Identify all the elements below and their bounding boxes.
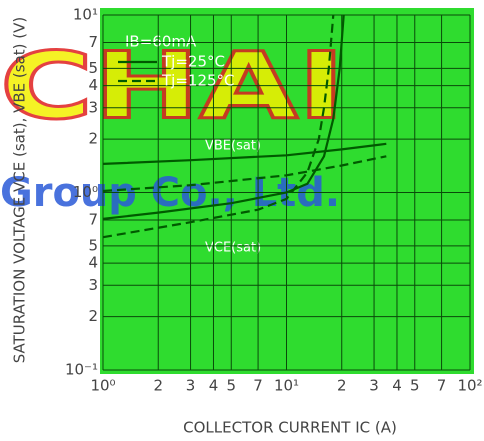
x-tick-label: 2 (337, 377, 347, 395)
series-line (102, 155, 387, 193)
y-tick-label: 5 (88, 236, 98, 254)
y-tick-label: 4 (88, 254, 98, 272)
y-tick-label: 7 (88, 210, 98, 228)
x-tick-label: 10² (457, 377, 482, 395)
legend-label: Tj=25°C (161, 53, 225, 71)
y-tick-label: 10¹ (73, 6, 98, 24)
annotation: VCE(sat) (205, 241, 261, 256)
x-tick-label: 4 (392, 377, 402, 395)
y-tick-label: 3 (88, 276, 98, 294)
legend-label: Tj=125°C (161, 72, 235, 90)
y-tick-label: 2 (88, 307, 98, 325)
x-tick-label: 3 (369, 377, 379, 395)
y-axis-title: SATURATION VOLTAGE VCE (sat), VBE (sat) … (11, 17, 29, 364)
x-tick-label: 10¹ (274, 377, 299, 395)
x-axis-title: COLLECTOR CURRENT IC (A) (183, 419, 397, 437)
y-tick-label: 10⁻¹ (65, 361, 98, 379)
x-tick-label: 5 (226, 377, 236, 395)
x-tick-label: 2 (153, 377, 163, 395)
series-line (102, 14, 335, 239)
y-tick-label: 7 (88, 33, 98, 51)
y-tick-label: 2 (88, 130, 98, 148)
x-tick-label: 7 (437, 377, 447, 395)
series-line (102, 14, 345, 220)
y-tick-label: 5 (88, 59, 98, 77)
x-tick-label: 10⁰ (90, 377, 115, 395)
annotation: VBE(sat) (205, 139, 261, 154)
x-tick-label: 7 (253, 377, 263, 395)
y-tick-label: 10⁰ (73, 183, 98, 201)
x-tick-label: 4 (209, 377, 219, 395)
x-tick-label: 5 (410, 377, 420, 395)
series-line (102, 142, 387, 165)
condition-label: IB=60mA (125, 33, 197, 51)
y-tick-label: 3 (88, 98, 98, 116)
x-tick-label: 3 (186, 377, 196, 395)
y-tick-label: 4 (88, 76, 98, 94)
